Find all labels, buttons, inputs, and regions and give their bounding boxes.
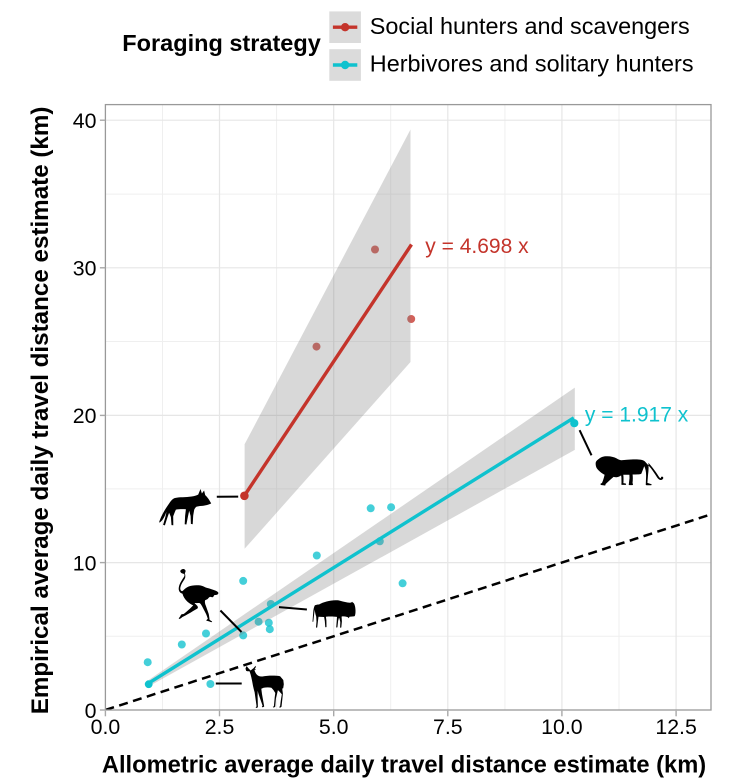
svg-text:10.0: 10.0	[541, 715, 583, 739]
svg-text:10: 10	[73, 551, 97, 575]
svg-text:30: 30	[73, 257, 97, 281]
svg-text:0.0: 0.0	[91, 715, 121, 739]
svg-text:y = 1.917 x: y = 1.917 x	[585, 404, 689, 427]
svg-text:7.5: 7.5	[433, 715, 463, 739]
svg-text:2.5: 2.5	[205, 715, 235, 739]
svg-text:20: 20	[73, 404, 97, 428]
svg-text:Social hunters and scavengers: Social hunters and scavengers	[370, 13, 690, 39]
svg-text:Herbivores and solitary hunter: Herbivores and solitary hunters	[370, 51, 694, 77]
svg-text:0: 0	[85, 699, 97, 723]
svg-text:40: 40	[73, 109, 97, 133]
svg-text:12.5: 12.5	[655, 715, 696, 739]
svg-text:y = 4.698 x: y = 4.698 x	[425, 235, 529, 258]
svg-text:Empirical average daily travel: Empirical average daily travel distance …	[27, 107, 54, 715]
svg-text:Foraging strategy: Foraging strategy	[122, 30, 320, 56]
svg-text:5.0: 5.0	[319, 715, 349, 739]
svg-text:Allometric average daily trave: Allometric average daily travel distance…	[102, 753, 706, 779]
